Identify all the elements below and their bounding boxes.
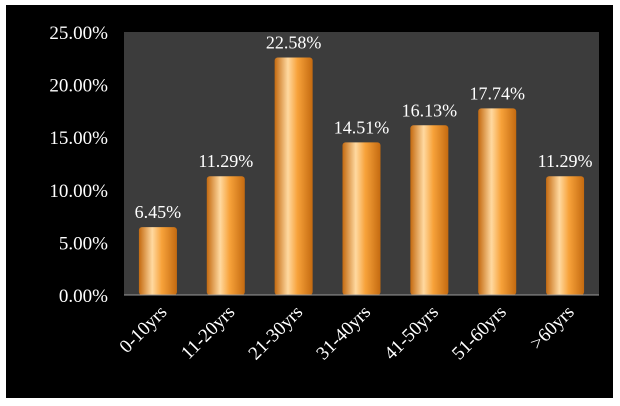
bar->60yrs (546, 176, 585, 295)
bar-21-30yrs (274, 57, 313, 295)
y-tick-label: 10.00% (49, 181, 108, 202)
data-label: 11.29% (198, 151, 253, 171)
bar-chart: 0.00% 5.00% 10.00% 15.00% 20.00% 25.00% 6.45%… (49, 23, 599, 365)
y-tick-label: 25.00% (49, 23, 108, 44)
data-labels: 6.45% 11.29% 22.58% 14.51% 16.13% 17.74% 11.29… (135, 32, 593, 222)
y-tick-label: 0.00% (59, 286, 108, 307)
x-tick-label: 41-50yrs (380, 302, 443, 365)
x-tick-label: 21-30yrs (245, 302, 308, 365)
chart-panel: 0.00% 5.00% 10.00% 15.00% 20.00% 25.00% 6.45%… (6, 5, 613, 398)
bar-11-20yrs (206, 176, 245, 295)
bar-31-40yrs (342, 142, 381, 295)
data-label: 17.74% (469, 83, 525, 103)
x-tick-label: >60yrs (526, 302, 578, 354)
y-tick-label: 5.00% (59, 233, 108, 254)
bar-41-50yrs (410, 125, 449, 295)
x-tick-label: 0-10yrs (116, 302, 172, 358)
x-tick-label: 11-20yrs (177, 302, 239, 364)
data-label: 6.45% (135, 202, 182, 222)
data-label: 22.58% (266, 32, 322, 52)
y-tick-label: 15.00% (49, 128, 108, 149)
x-tick-label: 31-40yrs (312, 302, 375, 365)
x-tick-label: 51-60yrs (448, 302, 511, 365)
bars (138, 57, 585, 295)
data-label: 14.51% (334, 117, 390, 137)
data-label: 16.13% (402, 100, 458, 120)
data-label: 11.29% (538, 151, 593, 171)
bar-51-60yrs (478, 108, 517, 295)
y-tick-label: 20.00% (49, 76, 108, 97)
bar-0-10yrs (138, 227, 177, 295)
x-axis-ticks: 0-10yrs 11-20yrs 21-30yrs 31-40yrs 41-50yrs 5… (116, 302, 579, 365)
y-axis-ticks: 0.00% 5.00% 10.00% 15.00% 20.00% 25.00% (49, 23, 108, 307)
